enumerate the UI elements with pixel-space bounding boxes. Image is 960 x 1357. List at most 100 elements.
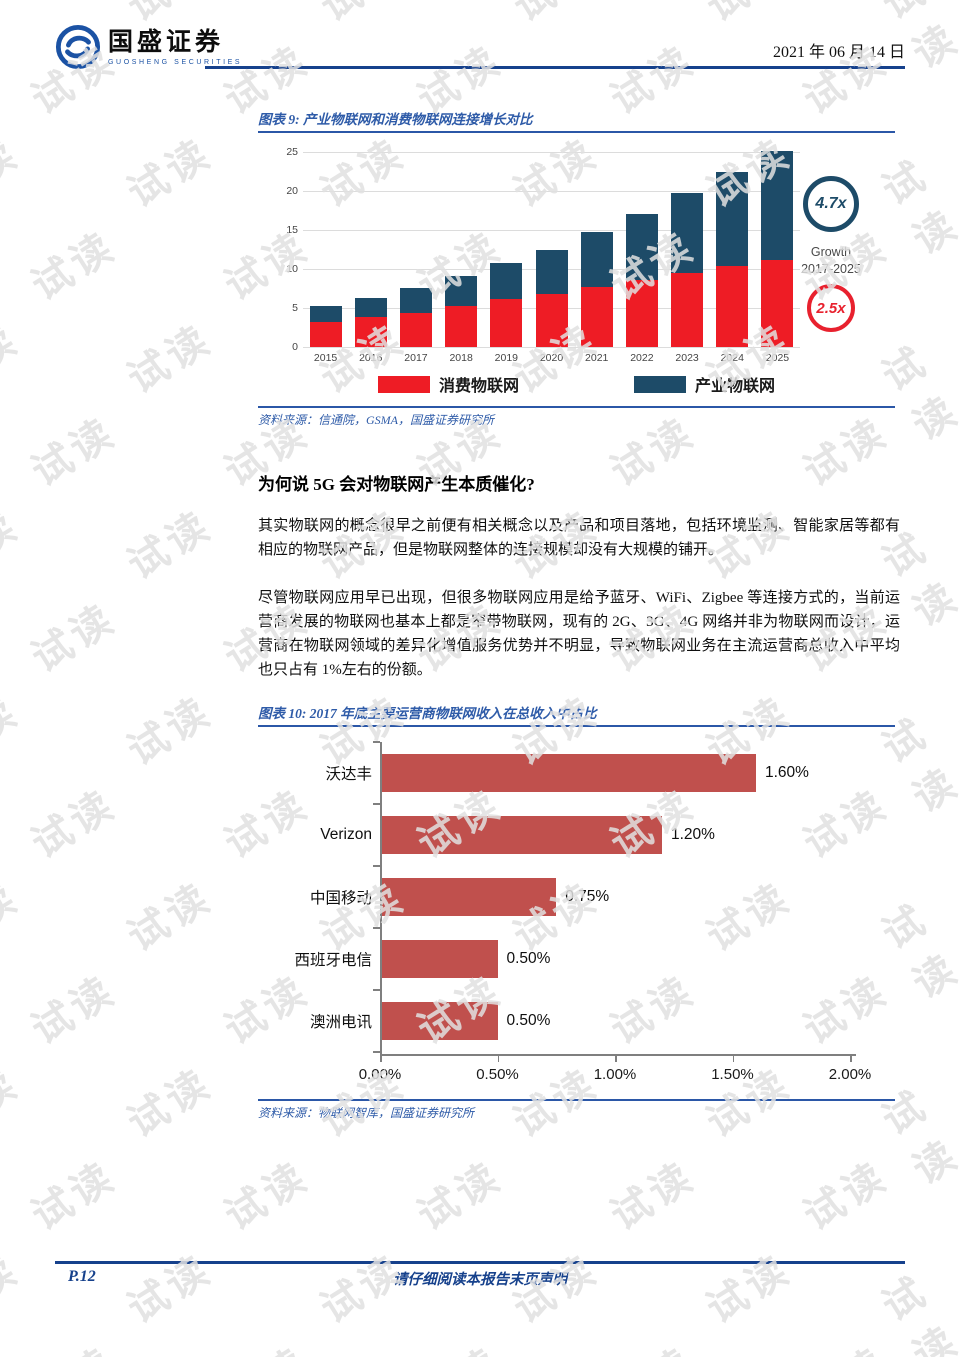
watermark-text: 试读: [24, 595, 124, 681]
figure9-legend: 消费物联网 产业物联网: [258, 372, 895, 396]
watermark-text: 试读: [120, 1060, 220, 1146]
bar-row-沃达丰: 沃达丰 1.60%: [258, 742, 856, 804]
bar-group-2015: [303, 152, 348, 347]
watermark-text: 试读: [211, 1331, 318, 1357]
bar-group-2019: [484, 152, 529, 347]
bar-segment: [716, 172, 749, 266]
x-axis-tick-mark: [380, 1054, 382, 1062]
bar-group-2023: [665, 152, 710, 347]
y-axis-tick-label: 10: [286, 263, 298, 275]
legend-item-industrial-iot: 产业物联网: [634, 372, 775, 396]
bar-group-2018: [439, 152, 484, 347]
x-axis-tick-label: 2019: [494, 352, 519, 364]
stacked-bar-2021: [580, 231, 613, 347]
stacked-bar-2024: [716, 172, 749, 347]
bar-value-label: 0.75%: [565, 888, 610, 905]
watermark-text: 试读: [217, 1153, 317, 1239]
figure9-bottom-rule: [258, 406, 895, 408]
bar-group-2017: [393, 152, 438, 347]
watermark-text: 试读: [0, 688, 27, 774]
x-axis-tick-label: 1.00%: [593, 1066, 637, 1083]
watermark-text: 试读: [597, 1331, 704, 1357]
bar-segment: [445, 306, 478, 347]
category-label: 中国移动: [309, 890, 372, 907]
bar-track: 0.50%: [380, 940, 856, 978]
watermark-text: 试读: [603, 1153, 703, 1239]
stacked-bar-2017: [399, 287, 432, 347]
watermark-text: 试读: [120, 316, 220, 402]
gridline: [303, 230, 800, 231]
x-axis-tick-label: 1.50%: [711, 1066, 754, 1083]
stacked-bar-2019: [490, 262, 523, 347]
x-axis-tick-label: 2.00%: [828, 1066, 872, 1083]
stacked-bar-2015: [309, 306, 342, 347]
bar-segment: [580, 231, 613, 287]
y-axis-tick-label: 20: [286, 185, 298, 197]
watermark-text: 试读: [500, 0, 607, 32]
figure10-y-axis: [380, 742, 382, 1054]
y-axis-tick-label: 15: [286, 224, 298, 236]
watermark-text: 试读: [120, 502, 220, 588]
gridline: [303, 191, 800, 192]
bar-value-label: 1.20%: [671, 826, 715, 843]
legend-item-consumer-iot: 消费物联网: [377, 372, 519, 396]
bars-row: [303, 151, 800, 347]
stacked-bar-2025: [761, 151, 794, 347]
bar-segment: [309, 306, 342, 323]
header-rule: [205, 66, 905, 69]
growth-caption: Growth 2017-2025: [776, 244, 886, 278]
bar-segment: [354, 297, 387, 318]
gridline: [303, 347, 800, 348]
bar-segment: [671, 272, 704, 347]
bar-segment: [580, 286, 613, 347]
figure9-top-rule: [258, 131, 895, 133]
bar-group-2022: [619, 152, 664, 347]
bar-row-西班牙电信: 西班牙电信 0.50%: [258, 928, 856, 990]
x-axis-tick-mark: [732, 1054, 734, 1062]
figure10-x-axis: [380, 1054, 856, 1056]
bar: [380, 816, 662, 854]
category-label: 西班牙电信: [294, 952, 372, 969]
bar-segment: [761, 151, 794, 260]
x-axis-tick-label: 2018: [449, 352, 473, 364]
industrial-iot-label: 产业物联网: [695, 378, 776, 395]
x-axis-tick-label: 2016: [359, 352, 383, 364]
consumer-growth-badge: 2.5x: [807, 284, 855, 332]
y-axis-tick-mark: [373, 927, 380, 929]
watermark-text: 试读: [0, 316, 27, 402]
figure9-title: 图表 9: 产业物联网和消费物联网连接增长对比: [258, 112, 533, 127]
y-axis-tick-mark: [373, 989, 380, 991]
category-label: Verizon: [320, 826, 372, 843]
figure9-plot-area: 0 5 10 15 20 25: [286, 146, 800, 353]
bar-group-2021: [574, 152, 619, 347]
gridline: [303, 152, 800, 153]
industrial-iot-swatch: [634, 375, 686, 393]
x-axis-tick-label: 2025: [765, 352, 790, 364]
bar-track: 1.20%: [380, 816, 856, 854]
watermark-text: 试读: [24, 1153, 124, 1239]
watermark-text: 试读: [120, 130, 220, 216]
y-axis-tick-label: 0: [292, 341, 298, 353]
growth-caption-line1: Growth: [810, 245, 852, 259]
brand-text: 国盛证券 GUOSHENG SECURITIES: [108, 29, 242, 66]
y-axis-tick-mark: [373, 1051, 380, 1053]
watermark-text: 试读: [0, 1060, 27, 1146]
x-axis-tick-label: 0.50%: [476, 1066, 519, 1083]
report-date: 2021 年 06 月 14 日: [772, 44, 905, 61]
figure9-source: 资料来源：信通院，GSMA，国盛证券研究所: [258, 413, 494, 427]
bar: [380, 940, 498, 978]
bar-segment: [490, 262, 523, 300]
bar-track: 0.50%: [380, 1002, 856, 1040]
x-axis-tick-label: 2023: [675, 352, 699, 364]
paragraph-2: 尽管物联网应用早已出现，但很多物联网应用是给予蓝牙、WiFi、Zigbee 等连…: [258, 590, 900, 678]
bar-group-2024: [710, 152, 755, 347]
x-axis-tick-label: 2022: [630, 352, 654, 364]
consumer-iot-label: 消费物联网: [438, 378, 519, 395]
bar-row-Verizon: Verizon 1.20%: [258, 804, 856, 866]
brand-name-en: GUOSHENG SECURITIES: [108, 58, 243, 66]
guosheng-logo-icon: [55, 24, 101, 70]
bar-segment: [716, 265, 749, 347]
section-heading: 为何说 5G 会对物联网产生本质催化?: [258, 475, 535, 494]
bar: [380, 878, 557, 916]
category-label: 澳洲电讯: [309, 1014, 372, 1031]
